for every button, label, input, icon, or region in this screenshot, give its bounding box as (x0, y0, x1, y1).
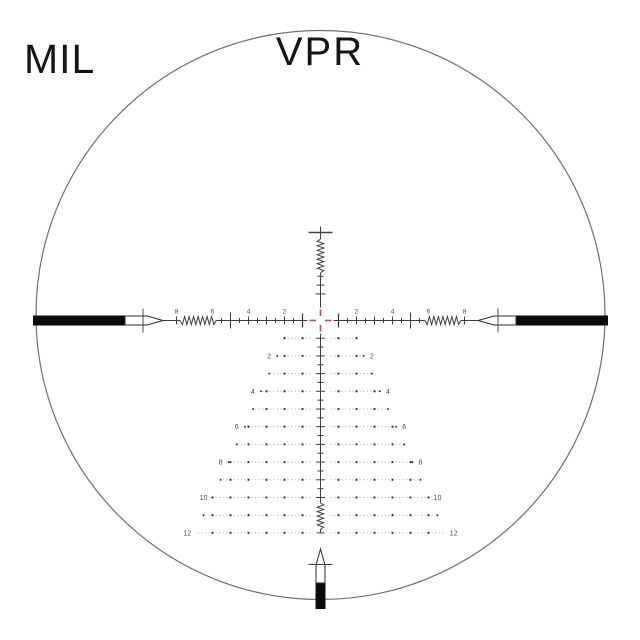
svg-text:8: 8 (418, 460, 422, 467)
svg-text:8: 8 (463, 309, 467, 316)
svg-text:6: 6 (235, 424, 239, 431)
svg-text:6: 6 (427, 309, 431, 316)
reticle-name-label: VPR (275, 30, 365, 74)
svg-text:2: 2 (370, 353, 374, 360)
svg-text:4: 4 (391, 309, 395, 316)
svg-text:4: 4 (247, 309, 251, 316)
svg-text:2: 2 (355, 309, 359, 316)
svg-text:8: 8 (175, 309, 179, 316)
svg-text:4: 4 (386, 389, 390, 396)
svg-text:2: 2 (267, 353, 271, 360)
svg-text:10: 10 (434, 495, 442, 502)
svg-text:12: 12 (183, 530, 191, 537)
svg-text:4: 4 (251, 389, 255, 396)
svg-text:8: 8 (219, 460, 223, 467)
mil-unit-label: MIL (24, 36, 96, 82)
svg-text:6: 6 (211, 309, 215, 316)
svg-text:10: 10 (200, 495, 208, 502)
svg-text:2: 2 (283, 309, 287, 316)
svg-text:12: 12 (450, 530, 458, 537)
svg-text:6: 6 (402, 424, 406, 431)
